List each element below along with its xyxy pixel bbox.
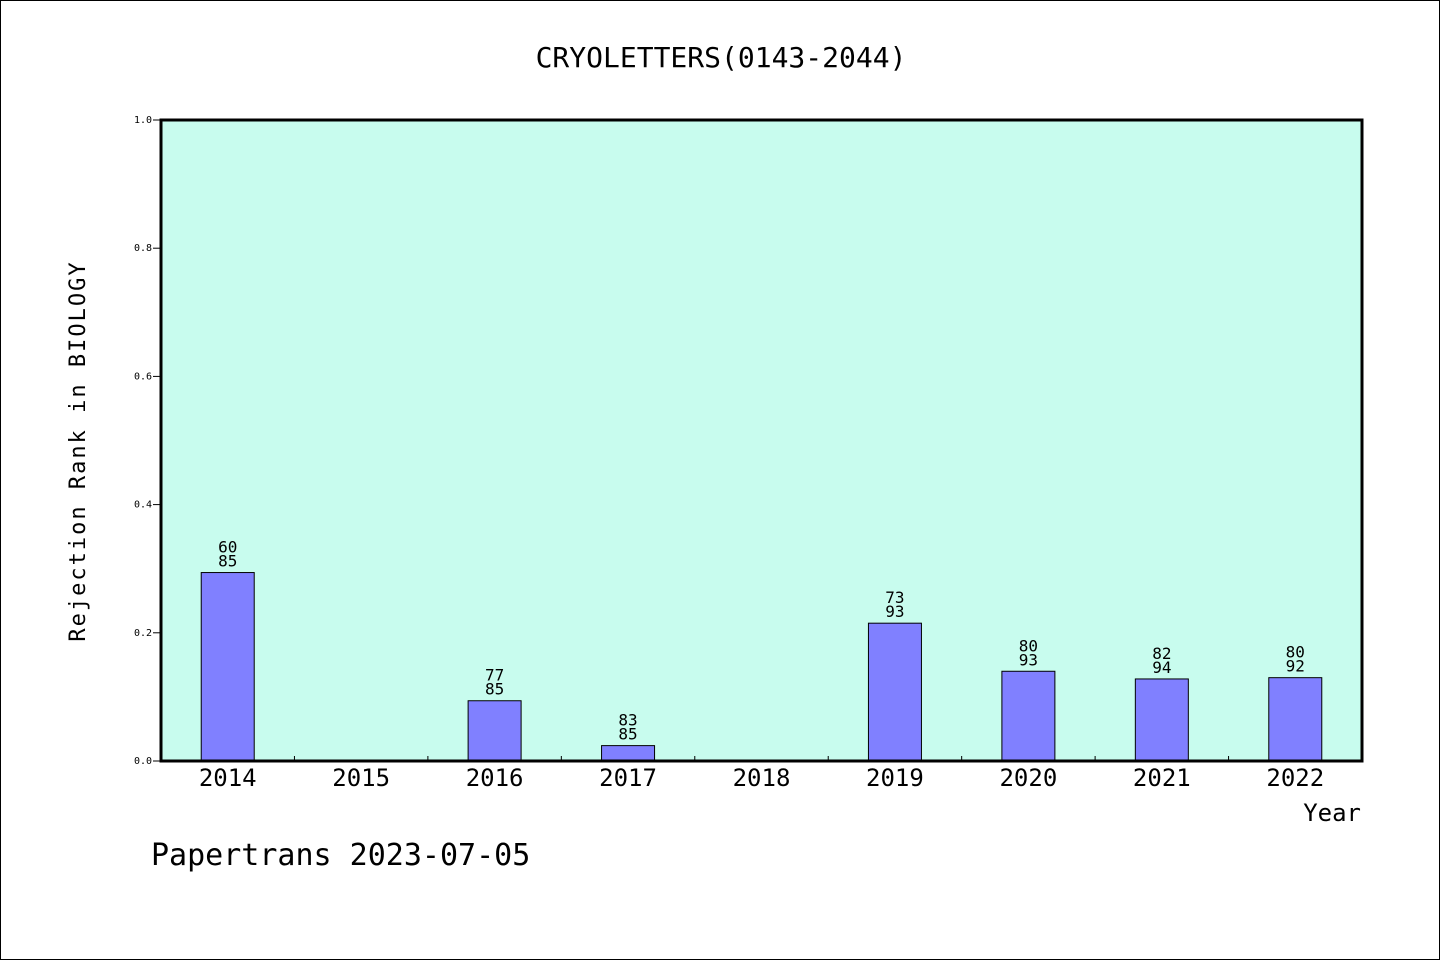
data-label-top: 82 [1152,644,1171,663]
x-tick-label: 2021 [1133,764,1191,792]
x-tick-label: 2016 [466,764,524,792]
bar-2020 [1001,670,1056,762]
bar-2017 [601,745,656,762]
y-tick-label: 0.2 [134,628,152,639]
bar-2022 [1268,677,1323,762]
footer-credit: Papertrans 2023-07-05 [151,838,530,873]
data-label-top: 60 [218,538,237,557]
x-tick-label: 2022 [1266,764,1324,792]
chart-title: CRYOLETTERS(0143-2044) [536,41,907,74]
data-label-bottom: 94 [1152,658,1171,677]
x-tick-label: 2018 [733,764,791,792]
bar-2021 [1134,678,1189,762]
y-tick-label: 0.6 [134,371,152,382]
y-tick-label: 0.4 [134,500,152,511]
data-label-bottom: 93 [1019,650,1038,669]
x-tick-label: 2015 [332,764,390,792]
y-axis-label: Rejection Rank in BIOLOGY [66,260,91,641]
x-axis-label: Year [1303,799,1361,827]
bar-2016 [467,700,522,762]
x-axis-ticks: 2014 2015 2016 2017 2018 2019 2020 2021 2022 [199,756,1324,792]
data-label-bottom: 93 [885,602,904,621]
data-label-bottom: 92 [1286,657,1305,676]
y-tick-label: 0.8 [134,243,152,254]
y-tick-label: 0.0 [134,756,152,767]
bar-2019 [867,622,922,762]
data-label-bottom: 85 [618,725,637,744]
data-label-bottom: 85 [218,552,237,571]
x-tick-label: 2019 [866,764,924,792]
y-tick-label: 1.0 [134,115,152,126]
data-label-top: 73 [885,588,904,607]
data-label-top: 80 [1286,643,1305,662]
x-tick-label: 2020 [999,764,1057,792]
data-label-top: 83 [618,711,637,730]
bar-2014 [200,572,255,762]
y-axis-ticks: 0.0 0.2 0.4 0.6 0.8 1.0 [134,115,161,767]
data-label-bottom: 85 [485,680,504,699]
data-label-top: 77 [485,666,504,685]
x-tick-label: 2014 [199,764,257,792]
plot-border [159,118,1364,763]
x-tick-label: 2017 [599,764,657,792]
plot-area [161,120,1362,761]
data-label-top: 80 [1019,636,1038,655]
